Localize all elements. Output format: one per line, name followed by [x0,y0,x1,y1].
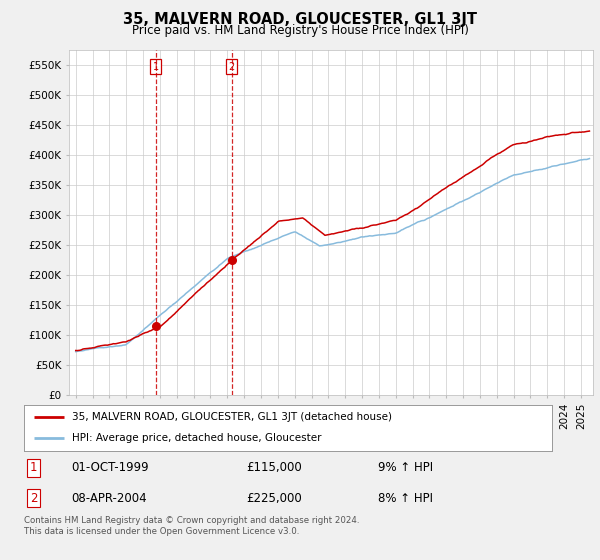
Text: 08-APR-2004: 08-APR-2004 [71,492,147,505]
Text: 1: 1 [152,62,159,72]
Text: Price paid vs. HM Land Registry's House Price Index (HPI): Price paid vs. HM Land Registry's House … [131,24,469,36]
Text: £115,000: £115,000 [246,461,302,474]
Text: 2: 2 [229,62,235,72]
Text: £225,000: £225,000 [246,492,302,505]
Text: Contains HM Land Registry data © Crown copyright and database right 2024.
This d: Contains HM Land Registry data © Crown c… [24,516,359,536]
Text: HPI: Average price, detached house, Gloucester: HPI: Average price, detached house, Glou… [71,433,321,444]
Text: 8% ↑ HPI: 8% ↑ HPI [378,492,433,505]
Text: 2: 2 [30,492,37,505]
Text: 01-OCT-1999: 01-OCT-1999 [71,461,149,474]
Text: 9% ↑ HPI: 9% ↑ HPI [378,461,433,474]
Text: 35, MALVERN ROAD, GLOUCESTER, GL1 3JT (detached house): 35, MALVERN ROAD, GLOUCESTER, GL1 3JT (d… [71,412,392,422]
Text: 35, MALVERN ROAD, GLOUCESTER, GL1 3JT: 35, MALVERN ROAD, GLOUCESTER, GL1 3JT [123,12,477,27]
Text: 1: 1 [30,461,37,474]
